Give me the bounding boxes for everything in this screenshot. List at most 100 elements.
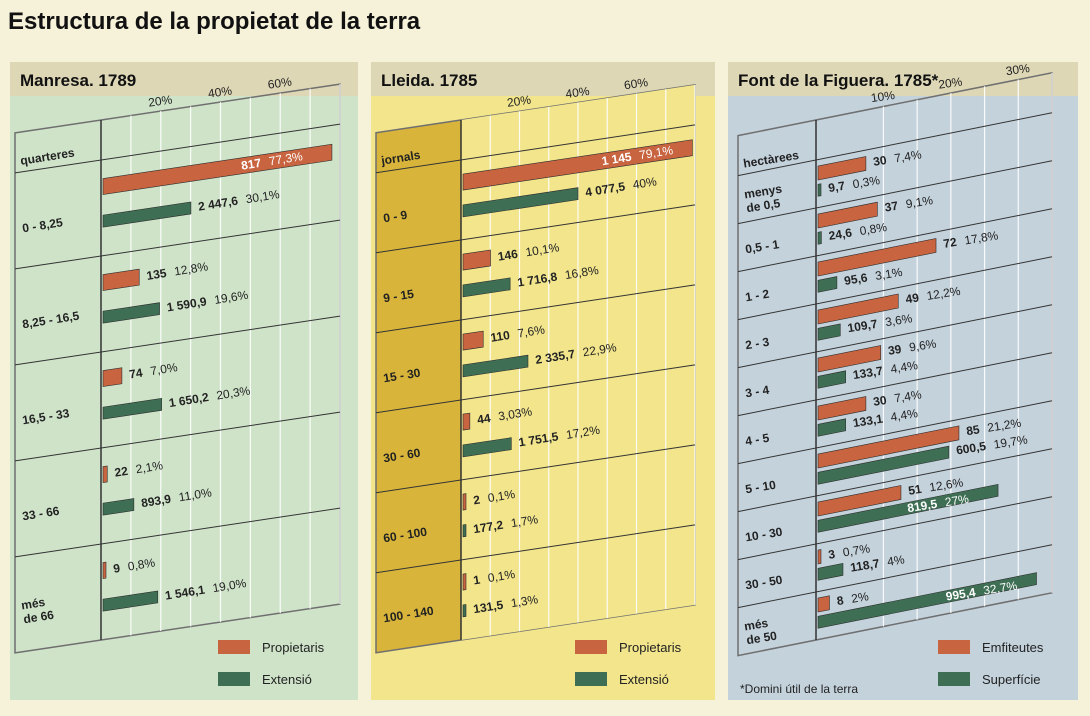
row-divider [737, 208, 1053, 273]
unit-label: jornals [379, 148, 421, 168]
category-label: 5 - 10 [744, 478, 777, 497]
owners-bar-label: 8 2% [836, 589, 870, 608]
owners-bar [462, 493, 467, 511]
row-divider [737, 256, 1053, 321]
category-label: 15 - 30 [382, 366, 421, 386]
category-label: menysde 0,5 [743, 182, 785, 216]
x-tick-label: 30% [1005, 61, 1031, 78]
header-rule [14, 123, 341, 174]
category-label: 4 - 5 [744, 431, 770, 449]
extent-bar-label: 819,5 27% [906, 492, 970, 516]
row-divider [737, 304, 1053, 369]
row-divider [375, 204, 696, 254]
legend-extent-text: Superfície [982, 672, 1041, 687]
extent-bar-label: 95,6 3,1% [843, 265, 904, 288]
category-label: 3 - 4 [744, 383, 770, 401]
owners-bar-label: 135 12,8% [146, 259, 210, 283]
category-label: 60 - 100 [382, 525, 428, 546]
owners-bar-label: 22 2,1% [114, 458, 165, 479]
owners-bar-label: 146 10,1% [497, 240, 561, 264]
header-rule [375, 124, 696, 174]
extent-bar [817, 445, 950, 485]
legend-extent-swatch [575, 672, 607, 686]
extent-bar [102, 498, 135, 516]
row-divider [14, 507, 341, 558]
legend-owners-text: Propietaris [619, 640, 682, 655]
category-label: 2 - 3 [744, 335, 770, 353]
page-title: Estructura de la propietat de la terra [8, 8, 421, 35]
x-tick-label: 20% [147, 92, 173, 109]
owners-bar-label: 30 7,4% [872, 147, 923, 168]
legend-owners-swatch [218, 640, 250, 654]
extent-bar [817, 276, 838, 293]
owners-bar-label: 1 0,1% [472, 567, 516, 587]
legend-owners-text: Propietaris [262, 640, 325, 655]
x-tick-label: 60% [267, 75, 293, 92]
owners-bar [102, 465, 108, 483]
extent-bar [102, 201, 192, 228]
category-label: 33 - 66 [21, 504, 60, 524]
x-tick-label: 20% [937, 74, 963, 91]
owners-bar [817, 201, 878, 229]
extent-bar-label: 893,9 11,0% [140, 485, 213, 510]
owners-bar [462, 330, 484, 351]
legend-owners-swatch [575, 640, 607, 654]
legend-owners-swatch [938, 640, 970, 654]
chart-title: Manresa. 1789 [20, 71, 136, 90]
owners-bar [817, 396, 867, 421]
owners-bar [462, 139, 693, 191]
footnote: *Domini útil de la terra [740, 682, 858, 696]
owners-bar-label: 85 21,2% [965, 416, 1022, 439]
legend-owners-text: Emfiteutes [982, 640, 1044, 655]
owners-bar [102, 268, 140, 291]
x-tick-label: 10% [870, 88, 896, 105]
chart-panel-2: Lleida. 1785 20% 40% 60% jornals 0 - 9 1 145 79… [371, 62, 715, 700]
row-divider [375, 524, 696, 574]
extent-bar [817, 572, 1037, 629]
legend-extent-swatch [218, 672, 250, 686]
row-divider [14, 219, 341, 270]
category-label: 30 - 50 [744, 573, 783, 593]
extent-bar-label: 133,1 4,4% [852, 406, 919, 430]
extent-bar-label: 24,6 0,8% [828, 220, 889, 243]
row-divider [14, 411, 341, 462]
extent-bar [817, 562, 844, 581]
category-label: 10 - 30 [744, 525, 783, 545]
extent-bar-label: 109,7 3,6% [847, 311, 914, 335]
owners-bar-label: 37 9,1% [884, 193, 935, 214]
row-divider [737, 448, 1053, 513]
extent-bar [462, 524, 467, 538]
row-divider [375, 444, 696, 494]
x-tick-label: 40% [207, 83, 233, 100]
extent-bar [102, 302, 160, 324]
extent-bar-label: 2 335,7 22,9% [534, 340, 618, 367]
category-label: 30 - 60 [382, 446, 421, 466]
extent-bar [817, 183, 822, 197]
row-divider [375, 364, 696, 414]
extent-bar [462, 187, 579, 218]
owners-bar-label: 44 3,03% [476, 404, 533, 427]
owners-bar [102, 367, 123, 387]
owners-bar-label: 1 145 79,1% [601, 143, 675, 168]
owners-bar [817, 156, 867, 181]
category-label: 0 - 8,25 [21, 215, 64, 235]
extent-bar [817, 483, 999, 533]
extent-bar-label: 131,5 1,3% [472, 592, 539, 616]
extent-bar-label: 995,4 32,7% [945, 578, 1019, 603]
extent-bar-label: 1 590,9 19,6% [166, 288, 250, 315]
extent-bar [462, 604, 467, 618]
owners-bar [817, 293, 899, 325]
category-label: 9 - 15 [382, 287, 415, 306]
extent-bar-label: 1 546,1 19,0% [164, 576, 248, 603]
legend-extent-text: Extensió [619, 672, 669, 687]
extent-bar-label: 1 716,8 16,8% [516, 263, 600, 290]
extent-bar-label: 9,7 0,3% [827, 173, 881, 195]
legend-extent-swatch [938, 672, 970, 686]
owners-bar [817, 425, 960, 469]
extent-bar-label: 177,2 1,7% [472, 512, 539, 536]
category-label: 1 - 2 [744, 287, 770, 305]
row-divider [737, 160, 1053, 225]
owners-bar-label: 74 7,0% [128, 360, 179, 381]
